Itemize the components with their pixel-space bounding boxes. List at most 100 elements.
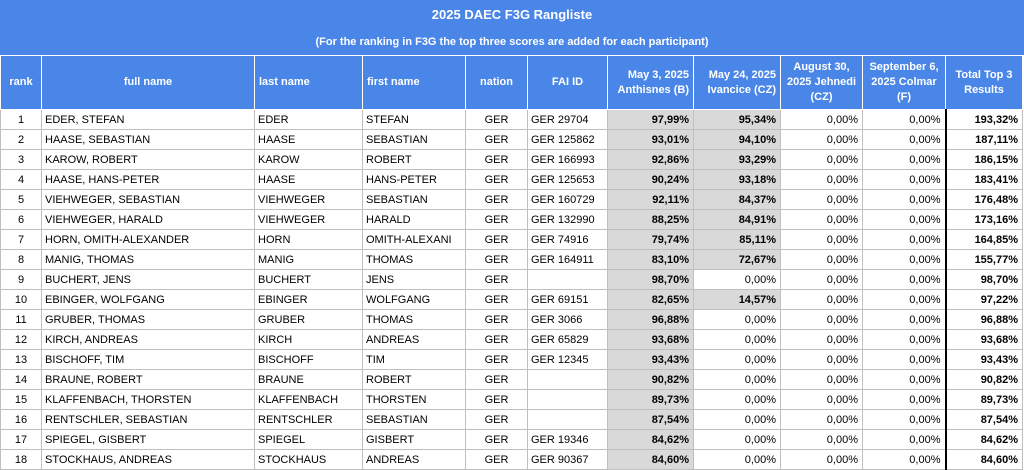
fai-id-cell[interactable] bbox=[527, 369, 608, 390]
event-colmar-cell[interactable]: 0,00% bbox=[862, 109, 946, 130]
table-row[interactable]: 4 HAASE, HANS-PETER HAASE HANS-PETER GER GER … bbox=[0, 169, 1023, 190]
table-row[interactable]: 11 GRUBER, THOMAS GRUBER THOMAS GER GER 3066 9… bbox=[0, 309, 1023, 330]
event-jehnedi-cell[interactable]: 0,00% bbox=[780, 369, 863, 390]
event-anthisnes-cell[interactable]: 83,10% bbox=[607, 249, 694, 270]
fai-id-cell[interactable]: GER 3066 bbox=[527, 309, 608, 330]
event-jehnedi-cell[interactable]: 0,00% bbox=[780, 289, 863, 310]
table-row[interactable]: 10 EBINGER, WOLFGANG EBINGER WOLFGANG GER GER… bbox=[0, 289, 1023, 310]
col-header-fai-id[interactable]: FAI ID bbox=[527, 55, 608, 110]
last-name-cell[interactable]: VIEHWEGER bbox=[254, 209, 363, 230]
fai-id-cell[interactable]: GER 164911 bbox=[527, 249, 608, 270]
fai-id-cell[interactable]: GER 19346 bbox=[527, 429, 608, 450]
col-header-last-name[interactable]: last name bbox=[254, 55, 363, 110]
full-name-cell[interactable]: HORN, OMITH-ALEXANDER bbox=[41, 229, 255, 250]
event-ivancice-cell[interactable]: 94,10% bbox=[693, 129, 781, 150]
nation-cell[interactable]: GER bbox=[465, 169, 528, 190]
rank-cell[interactable]: 13 bbox=[0, 349, 42, 370]
col-header-total[interactable]: Total Top 3 Results bbox=[945, 55, 1023, 110]
event-jehnedi-cell[interactable]: 0,00% bbox=[780, 229, 863, 250]
event-colmar-cell[interactable]: 0,00% bbox=[862, 389, 946, 410]
total-cell[interactable]: 193,32% bbox=[944, 109, 1023, 130]
table-row[interactable]: 12 KIRCH, ANDREAS KIRCH ANDREAS GER GER 65829… bbox=[0, 329, 1023, 350]
event-anthisnes-cell[interactable]: 93,01% bbox=[607, 129, 694, 150]
full-name-cell[interactable]: VIEHWEGER, HARALD bbox=[41, 209, 255, 230]
event-ivancice-cell[interactable]: 0,00% bbox=[693, 449, 781, 470]
table-row[interactable]: 14 BRAUNE, ROBERT BRAUNE ROBERT GER 90,82% 0,0… bbox=[0, 369, 1023, 390]
last-name-cell[interactable]: KIRCH bbox=[254, 329, 363, 350]
event-jehnedi-cell[interactable]: 0,00% bbox=[780, 349, 863, 370]
col-header-event-colmar[interactable]: September 6, 2025 Colmar (F) bbox=[862, 55, 946, 110]
last-name-cell[interactable]: BUCHERT bbox=[254, 269, 363, 290]
event-colmar-cell[interactable]: 0,00% bbox=[862, 189, 946, 210]
col-header-event-jehnedi[interactable]: August 30, 2025 Jehnedi (CZ) bbox=[780, 55, 863, 110]
rank-cell[interactable]: 3 bbox=[0, 149, 42, 170]
event-jehnedi-cell[interactable]: 0,00% bbox=[780, 169, 863, 190]
last-name-cell[interactable]: STOCKHAUS bbox=[254, 449, 363, 470]
event-anthisnes-cell[interactable]: 97,99% bbox=[607, 109, 694, 130]
total-cell[interactable]: 183,41% bbox=[944, 169, 1023, 190]
event-ivancice-cell[interactable]: 85,11% bbox=[693, 229, 781, 250]
event-anthisnes-cell[interactable]: 92,11% bbox=[607, 189, 694, 210]
table-row[interactable]: 7 HORN, OMITH-ALEXANDER HORN OMITH-ALEXANI G… bbox=[0, 229, 1023, 250]
col-header-rank[interactable]: rank bbox=[0, 55, 42, 110]
event-jehnedi-cell[interactable]: 0,00% bbox=[780, 449, 863, 470]
table-row[interactable]: 17 SPIEGEL, GISBERT SPIEGEL GISBERT GER GER 1… bbox=[0, 429, 1023, 450]
total-cell[interactable]: 89,73% bbox=[944, 389, 1023, 410]
nation-cell[interactable]: GER bbox=[465, 249, 528, 270]
first-name-cell[interactable]: THORSTEN bbox=[362, 389, 466, 410]
fai-id-cell[interactable]: GER 132990 bbox=[527, 209, 608, 230]
event-jehnedi-cell[interactable]: 0,00% bbox=[780, 189, 863, 210]
total-cell[interactable]: 84,60% bbox=[944, 449, 1023, 470]
nation-cell[interactable]: GER bbox=[465, 229, 528, 250]
event-jehnedi-cell[interactable]: 0,00% bbox=[780, 109, 863, 130]
table-row[interactable]: 5 VIEHWEGER, SEBASTIAN VIEHWEGER SEBASTIAN G… bbox=[0, 189, 1023, 210]
full-name-cell[interactable]: KAROW, ROBERT bbox=[41, 149, 255, 170]
total-cell[interactable]: 96,88% bbox=[944, 309, 1023, 330]
full-name-cell[interactable]: STOCKHAUS, ANDREAS bbox=[41, 449, 255, 470]
table-row[interactable]: 2 HAASE, SEBASTIAN HAASE SEBASTIAN GER GER 12… bbox=[0, 129, 1023, 150]
first-name-cell[interactable]: ROBERT bbox=[362, 149, 466, 170]
table-row[interactable]: 13 BISCHOFF, TIM BISCHOFF TIM GER GER 12345 93… bbox=[0, 349, 1023, 370]
last-name-cell[interactable]: MANIG bbox=[254, 249, 363, 270]
nation-cell[interactable]: GER bbox=[465, 369, 528, 390]
rank-cell[interactable]: 11 bbox=[0, 309, 42, 330]
first-name-cell[interactable]: STEFAN bbox=[362, 109, 466, 130]
total-cell[interactable]: 87,54% bbox=[944, 409, 1023, 430]
nation-cell[interactable]: GER bbox=[465, 329, 528, 350]
col-header-first-name[interactable]: first name bbox=[362, 55, 466, 110]
event-anthisnes-cell[interactable]: 96,88% bbox=[607, 309, 694, 330]
table-row[interactable]: 6 VIEHWEGER, HARALD VIEHWEGER HARALD GER GER … bbox=[0, 209, 1023, 230]
event-ivancice-cell[interactable]: 93,18% bbox=[693, 169, 781, 190]
event-colmar-cell[interactable]: 0,00% bbox=[862, 309, 946, 330]
event-ivancice-cell[interactable]: 0,00% bbox=[693, 309, 781, 330]
nation-cell[interactable]: GER bbox=[465, 149, 528, 170]
last-name-cell[interactable]: EBINGER bbox=[254, 289, 363, 310]
total-cell[interactable]: 98,70% bbox=[944, 269, 1023, 290]
total-cell[interactable]: 155,77% bbox=[944, 249, 1023, 270]
event-colmar-cell[interactable]: 0,00% bbox=[862, 449, 946, 470]
full-name-cell[interactable]: EBINGER, WOLFGANG bbox=[41, 289, 255, 310]
event-jehnedi-cell[interactable]: 0,00% bbox=[780, 129, 863, 150]
nation-cell[interactable]: GER bbox=[465, 309, 528, 330]
last-name-cell[interactable]: KAROW bbox=[254, 149, 363, 170]
event-anthisnes-cell[interactable]: 84,62% bbox=[607, 429, 694, 450]
full-name-cell[interactable]: VIEHWEGER, SEBASTIAN bbox=[41, 189, 255, 210]
rank-cell[interactable]: 16 bbox=[0, 409, 42, 430]
event-ivancice-cell[interactable]: 84,91% bbox=[693, 209, 781, 230]
nation-cell[interactable]: GER bbox=[465, 349, 528, 370]
rank-cell[interactable]: 5 bbox=[0, 189, 42, 210]
event-anthisnes-cell[interactable]: 90,82% bbox=[607, 369, 694, 390]
last-name-cell[interactable]: RENTSCHLER bbox=[254, 409, 363, 430]
total-cell[interactable]: 97,22% bbox=[944, 289, 1023, 310]
last-name-cell[interactable]: BISCHOFF bbox=[254, 349, 363, 370]
rank-cell[interactable]: 15 bbox=[0, 389, 42, 410]
event-jehnedi-cell[interactable]: 0,00% bbox=[780, 149, 863, 170]
event-jehnedi-cell[interactable]: 0,00% bbox=[780, 309, 863, 330]
total-cell[interactable]: 186,15% bbox=[944, 149, 1023, 170]
col-header-event-anthisnes[interactable]: May 3, 2025 Anthisnes (B) bbox=[607, 55, 694, 110]
total-cell[interactable]: 90,82% bbox=[944, 369, 1023, 390]
total-cell[interactable]: 93,68% bbox=[944, 329, 1023, 350]
full-name-cell[interactable]: EDER, STEFAN bbox=[41, 109, 255, 130]
nation-cell[interactable]: GER bbox=[465, 449, 528, 470]
event-jehnedi-cell[interactable]: 0,00% bbox=[780, 209, 863, 230]
